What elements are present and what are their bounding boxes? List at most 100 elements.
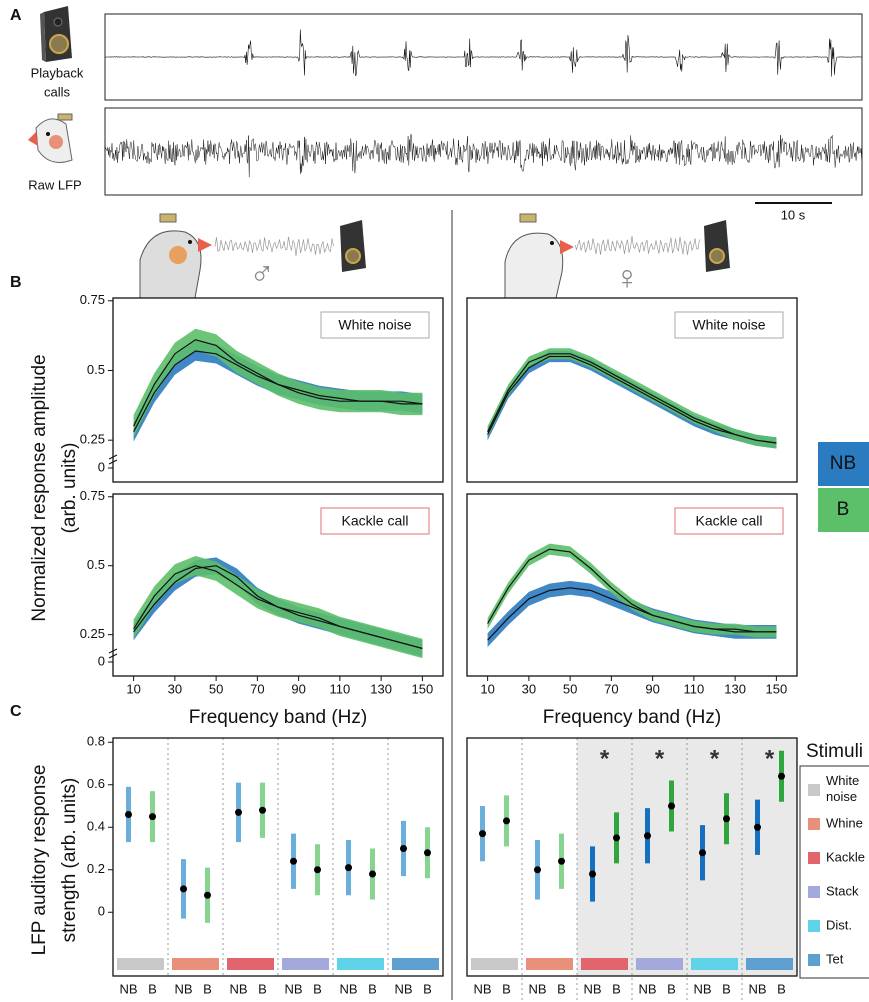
legend-label: Stack: [826, 883, 859, 898]
x-tick-label: 30: [522, 681, 536, 696]
speaker-icon: [40, 6, 72, 62]
stimulus-bar: [282, 958, 329, 970]
x-tick-label: 150: [766, 681, 788, 696]
y-tick-label: 0.6: [87, 776, 105, 791]
x-tick-label: 130: [724, 681, 746, 696]
sound-wave: [574, 236, 700, 255]
y-tick-label: 0: [98, 459, 105, 474]
legend-label: Whine: [826, 815, 863, 830]
legend-title: Stimuli: [806, 741, 863, 762]
panel-label: B: [10, 274, 22, 291]
x-tick-label: B: [203, 981, 212, 996]
confidence-band: [487, 348, 777, 449]
mean-point: [125, 811, 132, 818]
y-tick-label: 0.75: [80, 292, 105, 307]
significance-marker: *: [710, 745, 720, 772]
sound-wave: [214, 236, 334, 256]
stimulus-bar: [172, 958, 219, 970]
stimulus-bar: [117, 958, 164, 970]
stimulus-box: [320, 507, 430, 535]
y-tick-label: 0.25: [80, 626, 105, 641]
y-axis-title: (arb. units): [59, 443, 80, 534]
stimulus-bar: [691, 958, 738, 970]
y-tick-label: 0: [98, 653, 105, 668]
x-tick-label: NB: [119, 981, 137, 996]
sex-symbol: ♀: [614, 259, 640, 297]
x-tick-label: 10: [480, 681, 494, 696]
playback-trace: [104, 29, 862, 77]
legend-label: Dist.: [826, 917, 852, 932]
mean-point: [259, 806, 266, 814]
male-bird-illustration: [139, 213, 212, 299]
legend-swatch: [808, 954, 820, 966]
stimulus-box-label: White noise: [692, 317, 765, 333]
significance-shade: [632, 738, 687, 976]
mean-line: [487, 355, 777, 444]
x-tick-label: NB: [748, 981, 766, 996]
mean-point: [314, 866, 321, 874]
stimulus-box-label: Kackle call: [696, 513, 763, 529]
stimulus-box: [674, 507, 784, 535]
y-axis-title: Normalized response amplitude: [29, 354, 50, 621]
plot-frame: [466, 493, 798, 677]
mean-point: [778, 772, 785, 780]
scale-bar-label: 10 s: [781, 207, 806, 222]
x-tick-label: 50: [563, 681, 577, 696]
panel-label: A: [10, 7, 22, 24]
y-tick-label: 0.4: [87, 819, 105, 834]
mean-point: [149, 813, 156, 821]
x-tick-label: NB: [583, 981, 601, 996]
legend-swatch: [818, 442, 869, 486]
row-label: calls: [44, 84, 71, 99]
x-tick-label: B: [502, 981, 511, 996]
x-tick-label: 90: [291, 681, 305, 696]
mean-point: [479, 830, 486, 838]
mean-point: [644, 832, 651, 840]
mean-line: [487, 587, 777, 641]
x-tick-label: NB: [174, 981, 192, 996]
stimulus-box: [320, 311, 430, 339]
mean-point: [180, 885, 187, 893]
y-tick-label: 0.5: [87, 362, 105, 377]
x-tick-label: NB: [229, 981, 247, 996]
significance-shade: [742, 738, 797, 976]
mean-point: [235, 808, 242, 816]
x-tick-label: NB: [473, 981, 491, 996]
mean-point: [589, 870, 596, 878]
stimulus-box-label: White noise: [338, 317, 411, 333]
x-tick-label: 150: [412, 681, 434, 696]
stimulus-bar: [337, 958, 384, 970]
x-tick-label: 70: [250, 681, 264, 696]
confidence-band: [133, 328, 423, 438]
y-axis-title: LFP auditory response: [29, 765, 50, 956]
x-tick-label: 30: [168, 681, 182, 696]
x-tick-label: B: [667, 981, 676, 996]
plot-frame: [112, 737, 444, 977]
legend-swatch: [808, 920, 820, 932]
legend-swatch: [808, 852, 820, 864]
significance-shade: [577, 738, 632, 976]
mean-point: [204, 891, 211, 899]
legend-box: [799, 765, 869, 979]
sex-symbol: ♂: [249, 255, 275, 293]
x-axis-title: Frequency band (Hz): [189, 707, 367, 728]
stimulus-bar: [636, 958, 683, 970]
bird-icon: [28, 113, 73, 163]
mean-point: [345, 864, 352, 872]
mean-line: [133, 339, 423, 427]
mean-point: [613, 834, 620, 842]
confidence-band: [487, 580, 777, 647]
legend-swatch: [808, 818, 820, 830]
mean-point: [290, 857, 297, 865]
mean-point: [754, 823, 761, 831]
legend-label: Tet: [826, 951, 844, 966]
significance-marker: *: [765, 745, 775, 772]
significance-marker: *: [600, 745, 610, 772]
mean-point: [723, 815, 730, 823]
plot-frame: [466, 297, 798, 483]
mean-point: [699, 849, 706, 857]
confidence-band: [487, 543, 777, 638]
x-tick-label: NB: [528, 981, 546, 996]
y-tick-label: 0.2: [87, 861, 105, 876]
